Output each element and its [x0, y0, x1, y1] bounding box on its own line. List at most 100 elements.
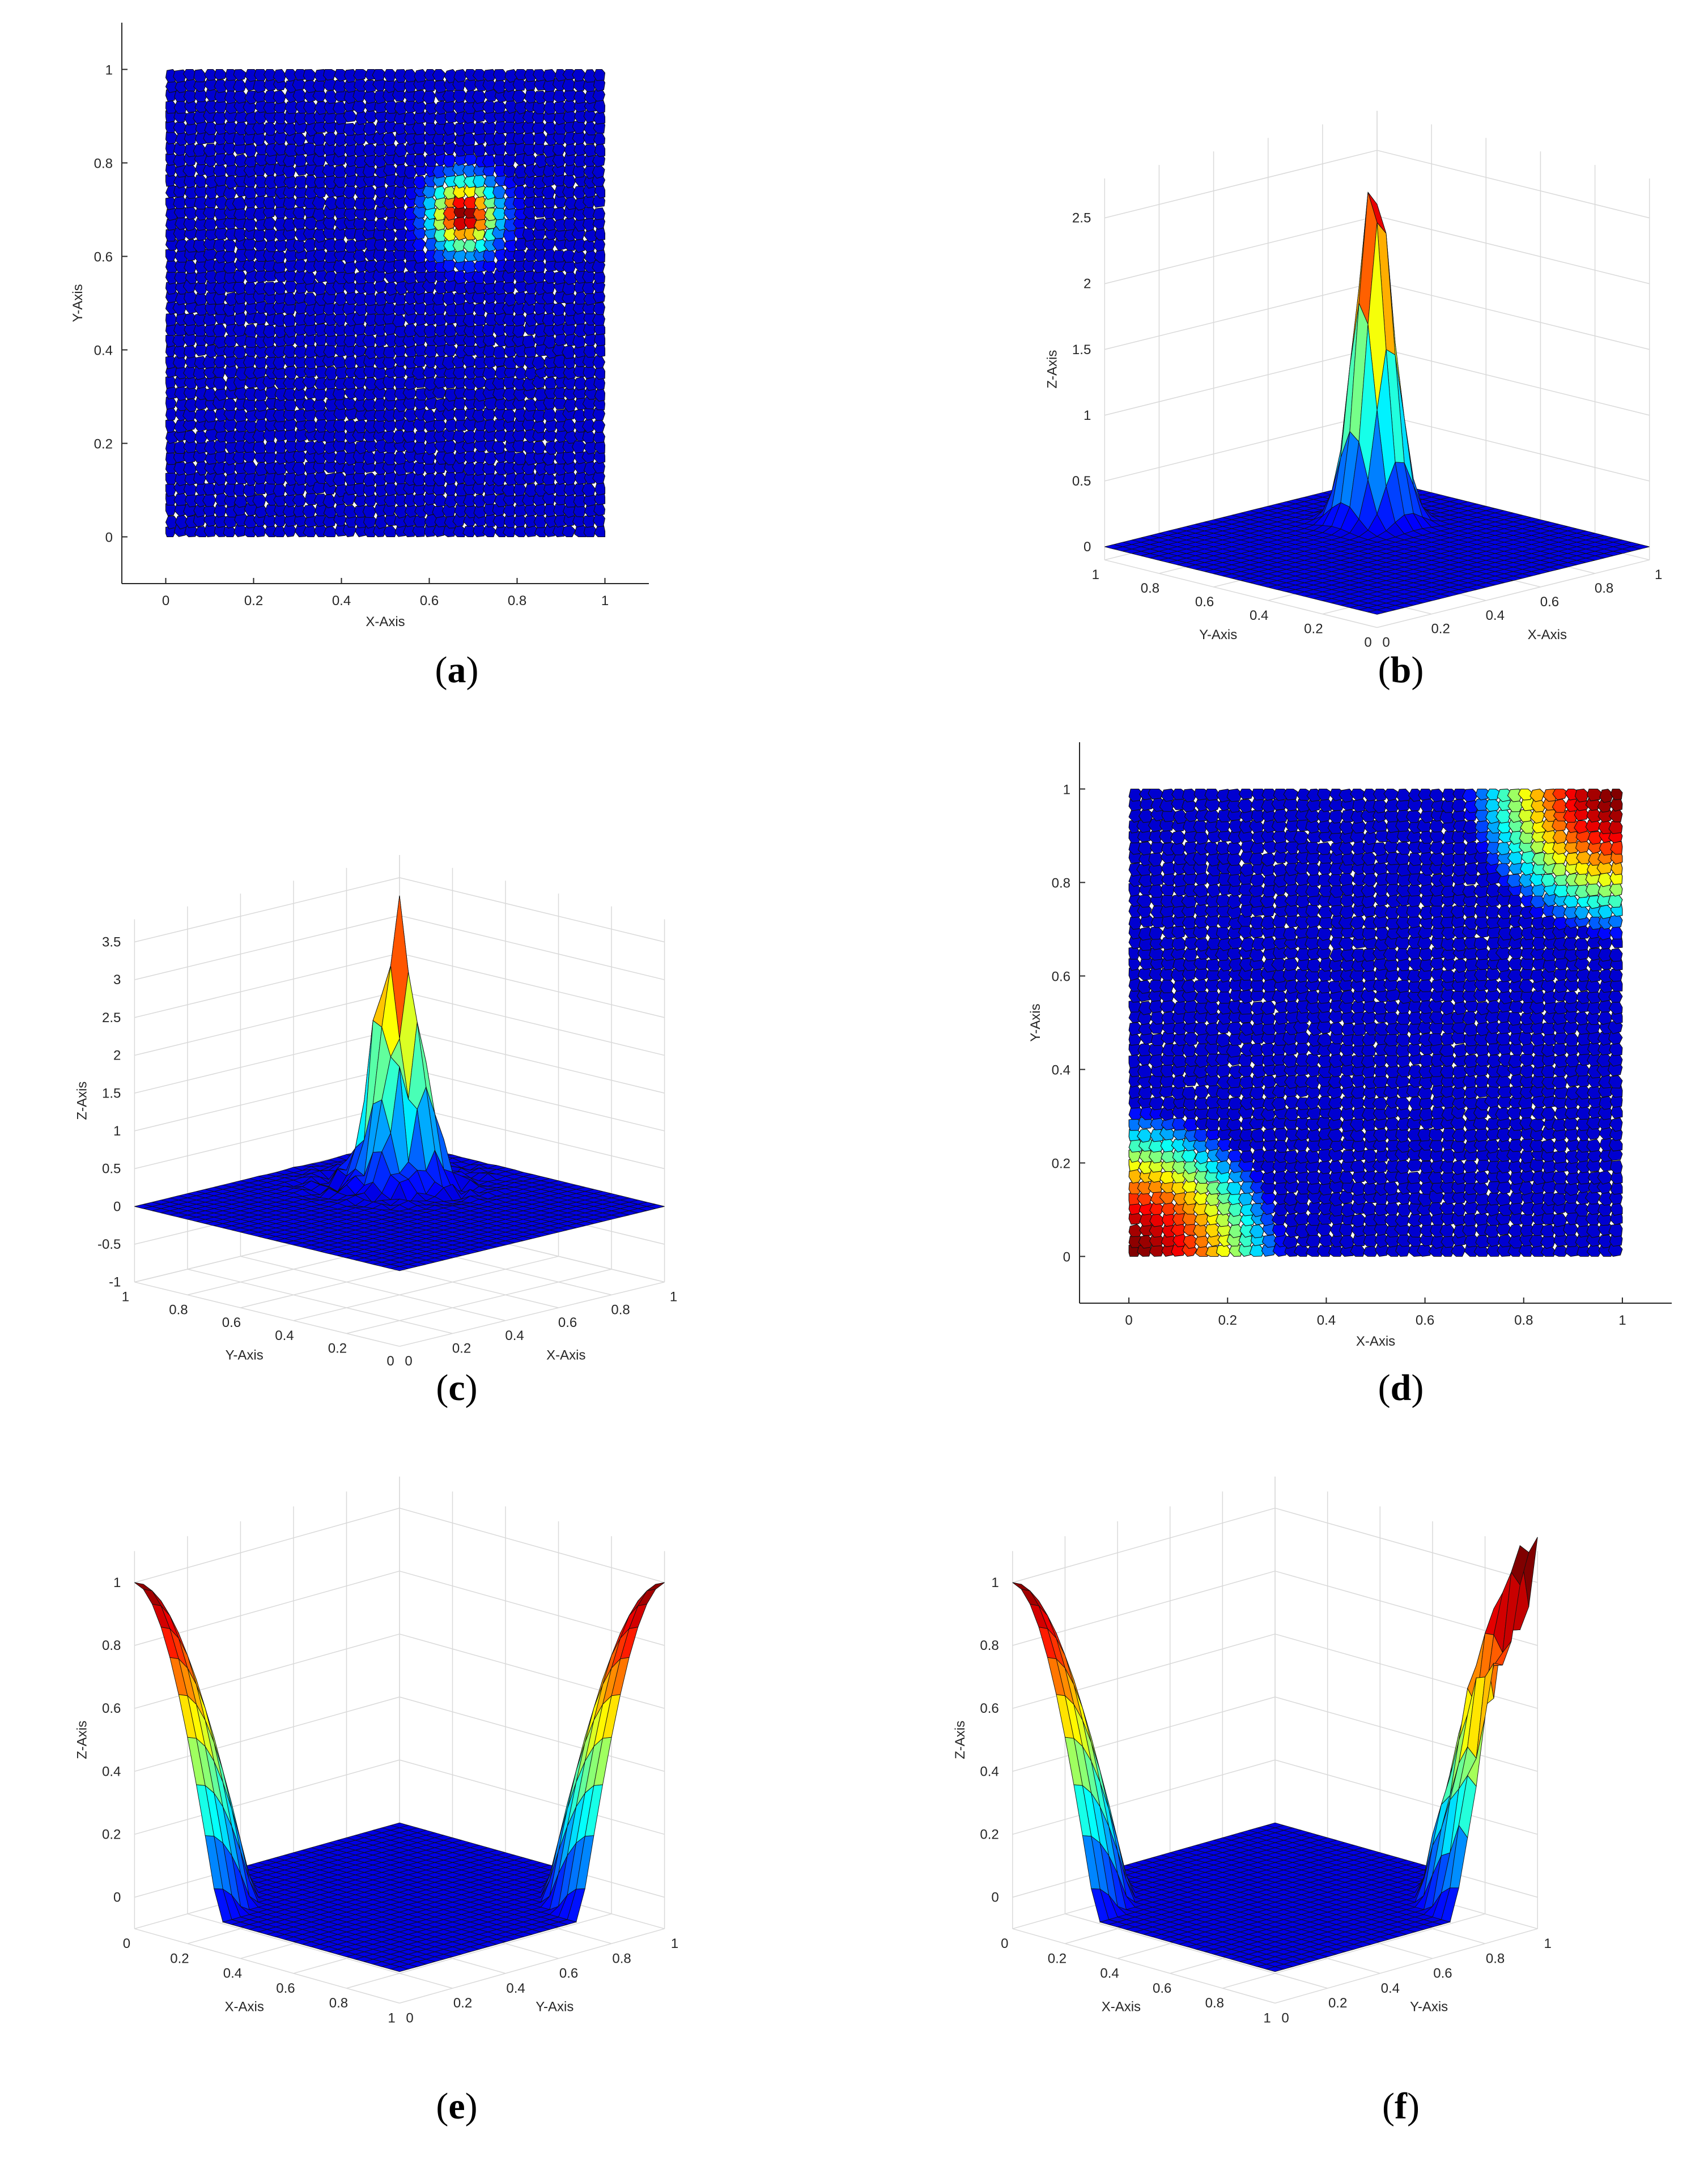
y-tick-label: 0.6	[94, 250, 113, 265]
mesh-cell	[173, 462, 188, 476]
z-axis-label: Z-Axis	[1044, 350, 1060, 389]
y-tick-label: 0.4	[275, 1328, 294, 1343]
z-grid-line	[399, 1066, 665, 1131]
mesh-cell	[302, 398, 317, 412]
mesh-cell	[1328, 1160, 1344, 1174]
x-tick-label: 0.2	[1431, 622, 1450, 637]
mesh-cell	[462, 131, 476, 146]
mesh-cell	[333, 472, 346, 486]
x-tick-label: 0.4	[1486, 608, 1505, 623]
y-tick-label: 0.2	[1304, 622, 1323, 637]
z-grid-line	[134, 1028, 400, 1094]
mesh-cell	[294, 301, 308, 314]
mesh-cell	[1272, 1223, 1287, 1237]
chart-b: 00.511.522.500.20.40.60.8100.20.40.60.81…	[1044, 110, 1662, 650]
z-grid-line	[1376, 215, 1650, 284]
mesh-cell	[252, 440, 267, 454]
x-grid-line	[240, 1256, 506, 1321]
mesh-cell	[1250, 873, 1266, 887]
z-axis-label: Z-Axis	[74, 1082, 90, 1120]
y-tick-label: 0.6	[1195, 594, 1214, 610]
mesh-cell	[383, 525, 397, 538]
z-grid-line	[134, 1066, 400, 1131]
mesh-cell	[184, 290, 197, 305]
mesh-cell	[314, 323, 328, 337]
z-tick-label: 1	[1084, 408, 1091, 423]
z-tick-label: 2	[113, 1048, 121, 1064]
mesh-cell	[333, 164, 348, 178]
mesh-cell	[184, 345, 197, 359]
mesh-cell	[1306, 862, 1321, 876]
mesh-cell	[551, 302, 566, 317]
mesh-cell	[352, 99, 367, 114]
x-tick-label: 0	[162, 593, 169, 609]
x-tick-label: 0	[1382, 635, 1390, 650]
mesh-cell	[294, 69, 308, 81]
mesh-cell	[322, 69, 337, 81]
mesh-cell	[594, 143, 606, 158]
x-tick-label: 0.6	[420, 593, 439, 609]
mesh-cell	[1305, 904, 1320, 917]
z-grid-line	[1104, 215, 1378, 284]
mesh-cells	[1128, 788, 1623, 1257]
mesh-cell	[244, 323, 258, 338]
mesh-cell	[1261, 1075, 1277, 1088]
mesh-cell	[1193, 831, 1209, 845]
mesh-cells	[165, 69, 606, 538]
mesh-cell	[193, 173, 207, 188]
z-tick-label: 0	[1084, 539, 1091, 555]
z-tick-label: 3	[113, 972, 121, 988]
mesh-cell	[343, 69, 358, 83]
mesh-cell	[214, 69, 227, 80]
mesh-cell	[203, 143, 218, 158]
mesh-cell	[214, 79, 228, 93]
mesh-cell	[343, 261, 357, 274]
mesh-cell	[312, 281, 326, 296]
mesh-cell	[165, 418, 177, 433]
z-tick-label: 1	[113, 1124, 121, 1139]
x-axis-label: X-Axis	[546, 1347, 585, 1363]
mesh-cell	[165, 483, 177, 497]
mesh-cell	[165, 131, 178, 144]
mesh-cell	[244, 143, 258, 158]
mesh-cell	[182, 69, 197, 81]
mesh-cell	[324, 366, 339, 381]
mesh-cell	[1396, 979, 1411, 993]
mesh-cell	[334, 69, 349, 82]
z-grid-line	[399, 877, 665, 943]
y-tick-label: 0.6	[222, 1315, 241, 1330]
mesh-cell	[513, 482, 526, 496]
mesh-cell	[422, 89, 436, 104]
surface	[1104, 192, 1650, 615]
z-grid-line	[1376, 281, 1650, 350]
mesh-cell	[404, 164, 418, 179]
z-grid-line	[134, 952, 400, 1018]
mesh-cell	[173, 440, 187, 454]
mesh-cell	[1149, 926, 1163, 940]
x-tick-label: 0.4	[505, 1328, 524, 1343]
mesh-cell	[194, 526, 208, 538]
mesh-cell	[293, 409, 308, 423]
z-grid-line	[134, 877, 400, 943]
x-tick-label: 0.2	[244, 593, 263, 609]
mesh-cell	[283, 365, 298, 380]
z-grid-line	[399, 1028, 665, 1094]
z-tick-label: 3.5	[102, 935, 121, 950]
mesh-cell	[224, 430, 238, 444]
x-tick-label: 0.6	[558, 1315, 577, 1330]
mesh-cell	[571, 440, 586, 454]
z-grid-line	[134, 914, 400, 980]
mesh-cell	[1159, 979, 1175, 993]
mesh-cell	[512, 313, 526, 327]
mesh-cell	[1350, 1213, 1366, 1228]
mesh-cell	[423, 492, 437, 506]
mesh-cell	[312, 133, 326, 146]
x-axis-label: X-Axis	[1528, 627, 1567, 643]
mesh-cell	[165, 313, 177, 327]
mesh-cell	[205, 344, 219, 358]
mesh-cell	[303, 239, 317, 252]
mesh-cell	[183, 429, 198, 444]
mesh-cell	[1282, 958, 1299, 971]
